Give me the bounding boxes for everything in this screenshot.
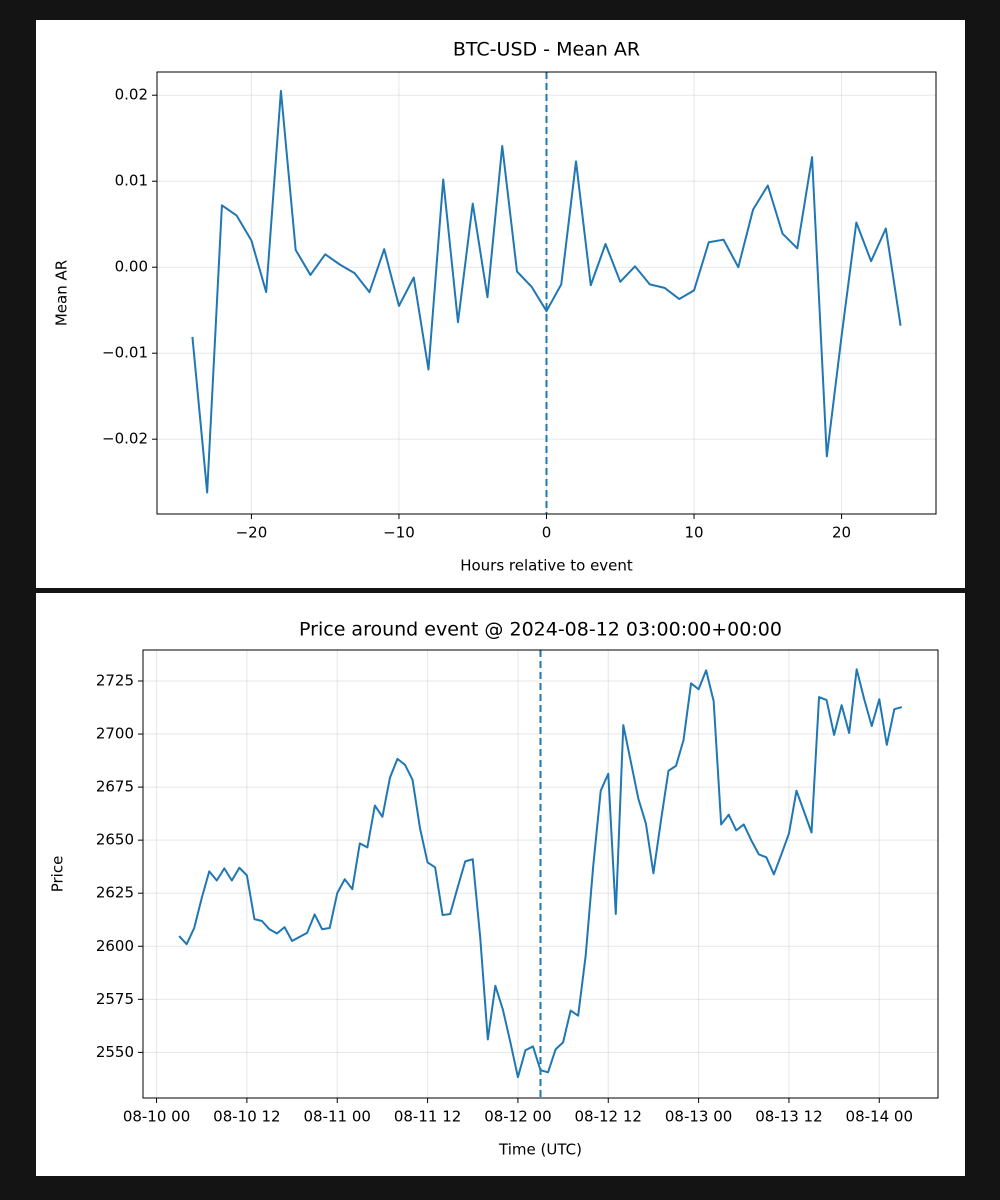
x-tick-label: 08-11 00 [304, 1108, 371, 1126]
y-tick-label: 2700 [96, 725, 134, 743]
panel [36, 20, 965, 588]
y-tick-label: 0.02 [115, 86, 148, 104]
x-tick-label: 20 [832, 524, 851, 542]
y-tick-label: 0.00 [115, 258, 148, 276]
y-tick-label: 2550 [96, 1043, 134, 1061]
chart-title: Price around event @ 2024-08-12 03:00:00… [299, 619, 782, 641]
y-tick-label: 2725 [96, 671, 134, 689]
x-tick-label: 08-11 12 [394, 1108, 461, 1126]
x-axis-label: Hours relative to event [460, 557, 633, 575]
x-tick-label: 08-10 12 [213, 1108, 280, 1126]
x-tick-label: 08-13 12 [755, 1108, 822, 1126]
x-tick-label: 08-12 12 [575, 1108, 642, 1126]
y-tick-label: 2575 [96, 990, 134, 1008]
y-tick-label: 2650 [96, 831, 134, 849]
y-tick-label: 0.01 [115, 172, 148, 190]
y-tick-label: −0.02 [102, 430, 148, 448]
x-tick-label: 08-13 00 [665, 1108, 732, 1126]
y-axis-label: Mean AR [53, 260, 71, 326]
x-tick-label: 10 [684, 524, 703, 542]
y-tick-label: −0.01 [102, 344, 148, 362]
x-axis-label: Time (UTC) [498, 1141, 582, 1159]
x-tick-label: 08-12 00 [484, 1108, 551, 1126]
y-tick-label: 2625 [96, 884, 134, 902]
y-axis-label: Price [49, 856, 67, 893]
axes-frame [156, 71, 937, 515]
x-tick-label: 08-10 00 [123, 1108, 190, 1126]
y-tick-label: 2600 [96, 937, 134, 955]
x-tick-label: 0 [542, 524, 552, 542]
x-tick-label: −10 [383, 524, 415, 542]
x-tick-label: 08-14 00 [846, 1108, 913, 1126]
x-tick-label: −20 [236, 524, 268, 542]
data-line [191, 89, 902, 494]
axes-frame [142, 649, 939, 1099]
panel [36, 593, 965, 1176]
y-tick-label: 2675 [96, 778, 134, 796]
chart-title: BTC-USD - Mean AR [453, 39, 640, 61]
